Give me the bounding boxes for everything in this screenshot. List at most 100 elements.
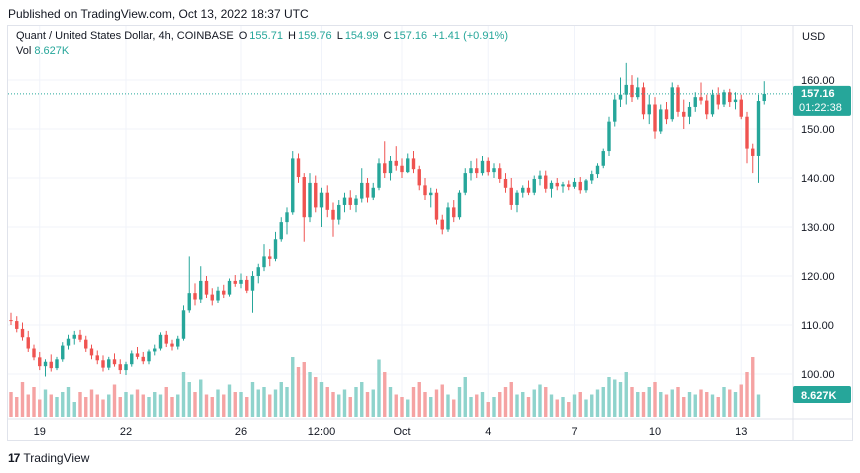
y-tick-label: 140.00 <box>801 173 835 185</box>
last-price-badge <box>793 85 851 116</box>
candle-body <box>89 348 94 356</box>
volume-bar <box>342 389 347 417</box>
candle-body <box>457 192 462 218</box>
candle-body <box>20 328 25 338</box>
candle-body <box>584 180 588 191</box>
candle-body <box>314 182 318 208</box>
candle-body <box>153 348 157 352</box>
low-value: 154.99 <box>344 30 379 42</box>
volume-bar <box>590 394 594 417</box>
volume-bar <box>733 392 738 417</box>
y-tick-label: 130.00 <box>801 222 835 234</box>
candle-body <box>348 197 352 205</box>
volume-bar <box>664 394 669 417</box>
candle-body <box>400 165 404 173</box>
candle-body <box>72 334 76 339</box>
candle-body <box>66 338 71 346</box>
candle-body <box>469 168 473 174</box>
volume-bar <box>337 394 341 417</box>
volume-bar <box>400 397 404 417</box>
volume-bar <box>601 387 605 417</box>
volume-bar <box>124 392 128 417</box>
volume-bar <box>498 392 502 417</box>
candle-body <box>302 177 306 218</box>
y-tick-label: 160.00 <box>801 75 835 87</box>
candle-body <box>745 116 749 149</box>
candle-body <box>291 158 295 213</box>
candle-body <box>176 338 180 347</box>
brand-name: TradingView <box>23 451 90 465</box>
candle-body <box>567 184 571 187</box>
volume-bar <box>101 399 105 417</box>
footer-branding[interactable]: 17 TradingView <box>8 451 89 465</box>
volume-bar <box>222 394 226 417</box>
candle-body <box>319 192 324 208</box>
candle-body <box>452 207 456 218</box>
candle-body <box>682 111 686 117</box>
candle-body <box>526 187 531 193</box>
candle-body <box>417 169 421 186</box>
candle-body <box>147 351 151 362</box>
volume-bar <box>141 394 145 417</box>
volume-bar <box>710 394 715 417</box>
candle-body <box>204 280 209 295</box>
candle-body <box>371 187 375 198</box>
volume-bar <box>204 394 209 417</box>
volume-bar <box>107 394 111 417</box>
candle-body <box>618 94 623 100</box>
volume-bar <box>135 389 140 417</box>
volume-bar <box>371 389 375 417</box>
candle-body <box>222 290 226 295</box>
x-tick-label: Oct <box>393 426 410 438</box>
volume-legend: Vol 8.627K <box>16 45 69 57</box>
candle-body <box>239 279 243 284</box>
volume-bar <box>406 399 410 417</box>
volume-bar <box>394 394 398 417</box>
candle-body <box>429 192 433 196</box>
volume-bar <box>61 392 65 417</box>
volume-bar <box>630 387 634 417</box>
volume-bar <box>486 402 490 417</box>
volume-bar <box>43 389 48 417</box>
candle-body <box>227 280 232 295</box>
candle-body <box>751 148 755 156</box>
last-price-label: 157.16 <box>801 88 835 100</box>
volume-bar <box>521 392 525 417</box>
candle-body <box>498 168 502 179</box>
high-value: 159.76 <box>297 30 332 42</box>
candle-body <box>722 92 726 105</box>
volume-bar <box>227 384 232 417</box>
volume-bar <box>72 402 76 417</box>
volume-bar <box>561 397 565 417</box>
volume-bar <box>181 372 186 417</box>
volume-bar <box>360 382 364 417</box>
volume-bar <box>170 397 174 417</box>
candle-body <box>411 158 416 170</box>
volume-bar <box>9 392 13 417</box>
candle-body <box>9 320 13 322</box>
candle-body <box>49 361 53 369</box>
symbol-legend: Quant / United States Dollar, 4h, COINBA… <box>16 30 510 42</box>
volume-bar <box>641 392 646 417</box>
candle-body <box>337 204 341 220</box>
candle-body <box>124 364 128 371</box>
candle-body <box>360 182 364 199</box>
candle-body <box>492 168 496 173</box>
candle-body <box>107 359 111 368</box>
volume-bar <box>32 387 36 417</box>
candle-body <box>268 256 272 259</box>
volume-bar <box>423 392 427 417</box>
candle-body <box>187 293 191 311</box>
volume-bar <box>756 394 761 417</box>
countdown-label: 01:22:38 <box>799 102 842 114</box>
candle-body <box>325 192 329 210</box>
candle-body <box>710 94 715 115</box>
close-value: 157.16 <box>393 30 428 42</box>
volume-bar <box>567 402 571 417</box>
candle-body <box>78 334 82 340</box>
candle-body <box>555 182 559 187</box>
candle-body <box>728 92 732 103</box>
candle-body <box>354 198 358 205</box>
candle-body <box>762 93 766 102</box>
